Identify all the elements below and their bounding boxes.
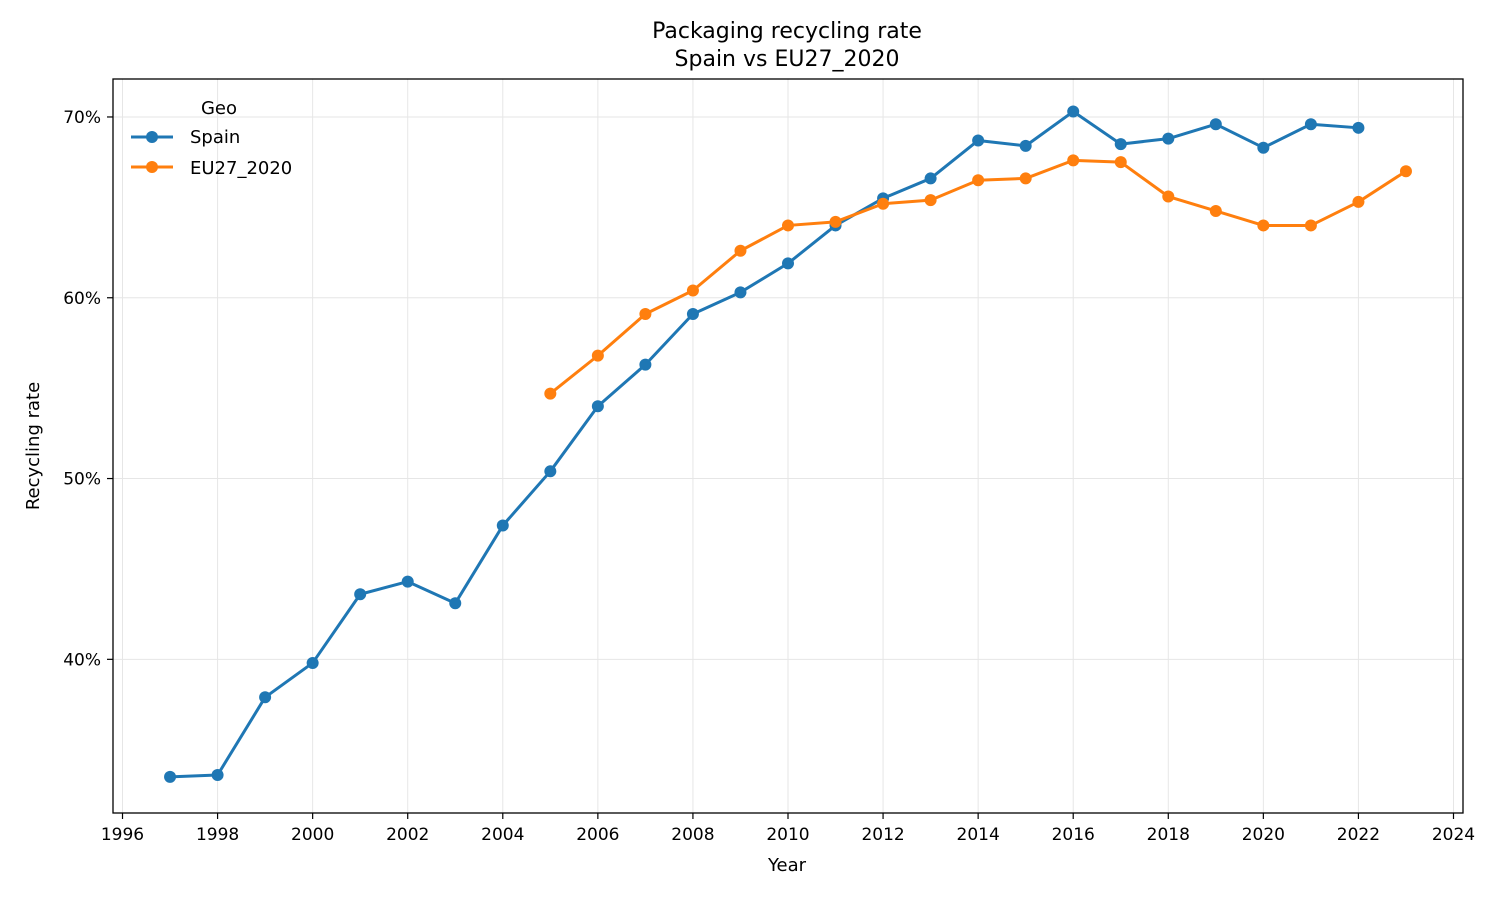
- x-tick-label: 2020: [1242, 825, 1285, 845]
- data-point-eu27-2020: [1304, 219, 1317, 232]
- data-point-eu27-2020: [782, 219, 794, 232]
- data-point-spain: [259, 691, 272, 704]
- series-line-spain: [169, 110, 1359, 779]
- data-point-eu27-2020: [1257, 219, 1270, 232]
- series-spain: [164, 105, 1365, 783]
- data-point-spain: [354, 588, 367, 601]
- data-point-spain: [1162, 132, 1175, 145]
- data-point-spain: [449, 597, 462, 610]
- data-point-spain: [1257, 141, 1270, 154]
- data-point-spain: [401, 575, 414, 588]
- data-point-spain: [1067, 105, 1080, 118]
- legend-label-eu27: EU27_2020: [190, 158, 292, 179]
- data-point-eu27-2020: [686, 284, 699, 297]
- x-tick-label: 2016: [1052, 825, 1095, 845]
- data-point-spain: [639, 358, 652, 371]
- chart-title: Packaging recycling rate: [652, 19, 922, 44]
- x-tick-label: 2002: [386, 825, 429, 845]
- legend-marker-spain: [146, 131, 158, 143]
- data-point-eu27-2020: [829, 215, 842, 228]
- data-point-eu27-2020: [1352, 195, 1365, 208]
- data-point-eu27-2020: [639, 308, 652, 321]
- chart-subtitle: Spain vs EU27_2020: [675, 47, 900, 72]
- data-point-spain: [211, 769, 224, 782]
- data-point-spain: [496, 519, 509, 532]
- y-axis-ticks: 40% 50% 60% 70%: [63, 108, 113, 670]
- data-point-spain: [924, 172, 937, 185]
- data-point-eu27-2020: [1114, 156, 1127, 169]
- x-tick-label: 2010: [766, 825, 809, 845]
- data-point-spain: [544, 465, 557, 478]
- data-point-spain: [306, 656, 319, 669]
- legend-title: Geo: [201, 98, 237, 119]
- x-tick-label: 2018: [1147, 825, 1190, 845]
- x-axis-label: Year: [767, 855, 807, 876]
- x-tick-label: 2012: [861, 825, 904, 845]
- legend-label-spain: Spain: [190, 127, 240, 148]
- data-point-spain: [164, 770, 177, 783]
- legend-marker-eu27: [146, 161, 158, 173]
- data-point-spain: [1114, 138, 1127, 151]
- y-tick-label: 50%: [63, 470, 101, 490]
- x-tick-label: 2022: [1337, 825, 1380, 845]
- legend: Geo Spain EU27_2020: [131, 98, 292, 179]
- x-tick-label: 2024: [1432, 825, 1475, 845]
- data-point-spain: [972, 134, 985, 147]
- data-point-eu27-2020: [1019, 172, 1032, 185]
- x-tick-label: 2008: [671, 825, 714, 845]
- data-point-eu27-2020: [544, 387, 557, 400]
- data-point-eu27-2020: [1162, 190, 1175, 203]
- y-axis-label: Recycling rate: [23, 382, 44, 510]
- series-eu27-2020: [544, 154, 1412, 400]
- data-point-spain: [734, 286, 747, 299]
- x-tick-label: 2004: [481, 825, 524, 845]
- x-tick-label: 1998: [196, 825, 239, 845]
- data-point-spain: [1304, 118, 1317, 131]
- data-point-spain: [1209, 118, 1222, 131]
- x-axis-ticks: 1996 1998 2000 2002 2004 2006 2008 2010 2012 2014…: [101, 813, 1475, 845]
- data-point-spain: [1352, 121, 1365, 134]
- data-point-eu27-2020: [1209, 204, 1222, 217]
- y-tick-label: 40%: [63, 650, 101, 670]
- data-point-eu27-2020: [972, 174, 985, 187]
- data-point-spain: [591, 400, 604, 413]
- y-tick-label: 60%: [63, 289, 101, 309]
- x-tick-label: 1996: [101, 825, 144, 845]
- data-point-eu27-2020: [734, 244, 747, 257]
- data-point-spain: [782, 257, 794, 270]
- data-point-eu27-2020: [877, 197, 890, 210]
- x-tick-label: 2006: [576, 825, 619, 845]
- y-tick-label: 70%: [63, 108, 101, 128]
- data-point-spain: [686, 308, 699, 321]
- data-point-eu27-2020: [924, 194, 937, 207]
- x-tick-label: 2000: [291, 825, 334, 845]
- series-layer: [164, 105, 1412, 783]
- data-point-eu27-2020: [591, 349, 604, 362]
- data-point-eu27-2020: [1067, 154, 1080, 167]
- x-tick-label: 2014: [957, 825, 1000, 845]
- grid: [113, 79, 1463, 813]
- data-point-eu27-2020: [1399, 165, 1412, 178]
- data-point-spain: [1019, 139, 1032, 152]
